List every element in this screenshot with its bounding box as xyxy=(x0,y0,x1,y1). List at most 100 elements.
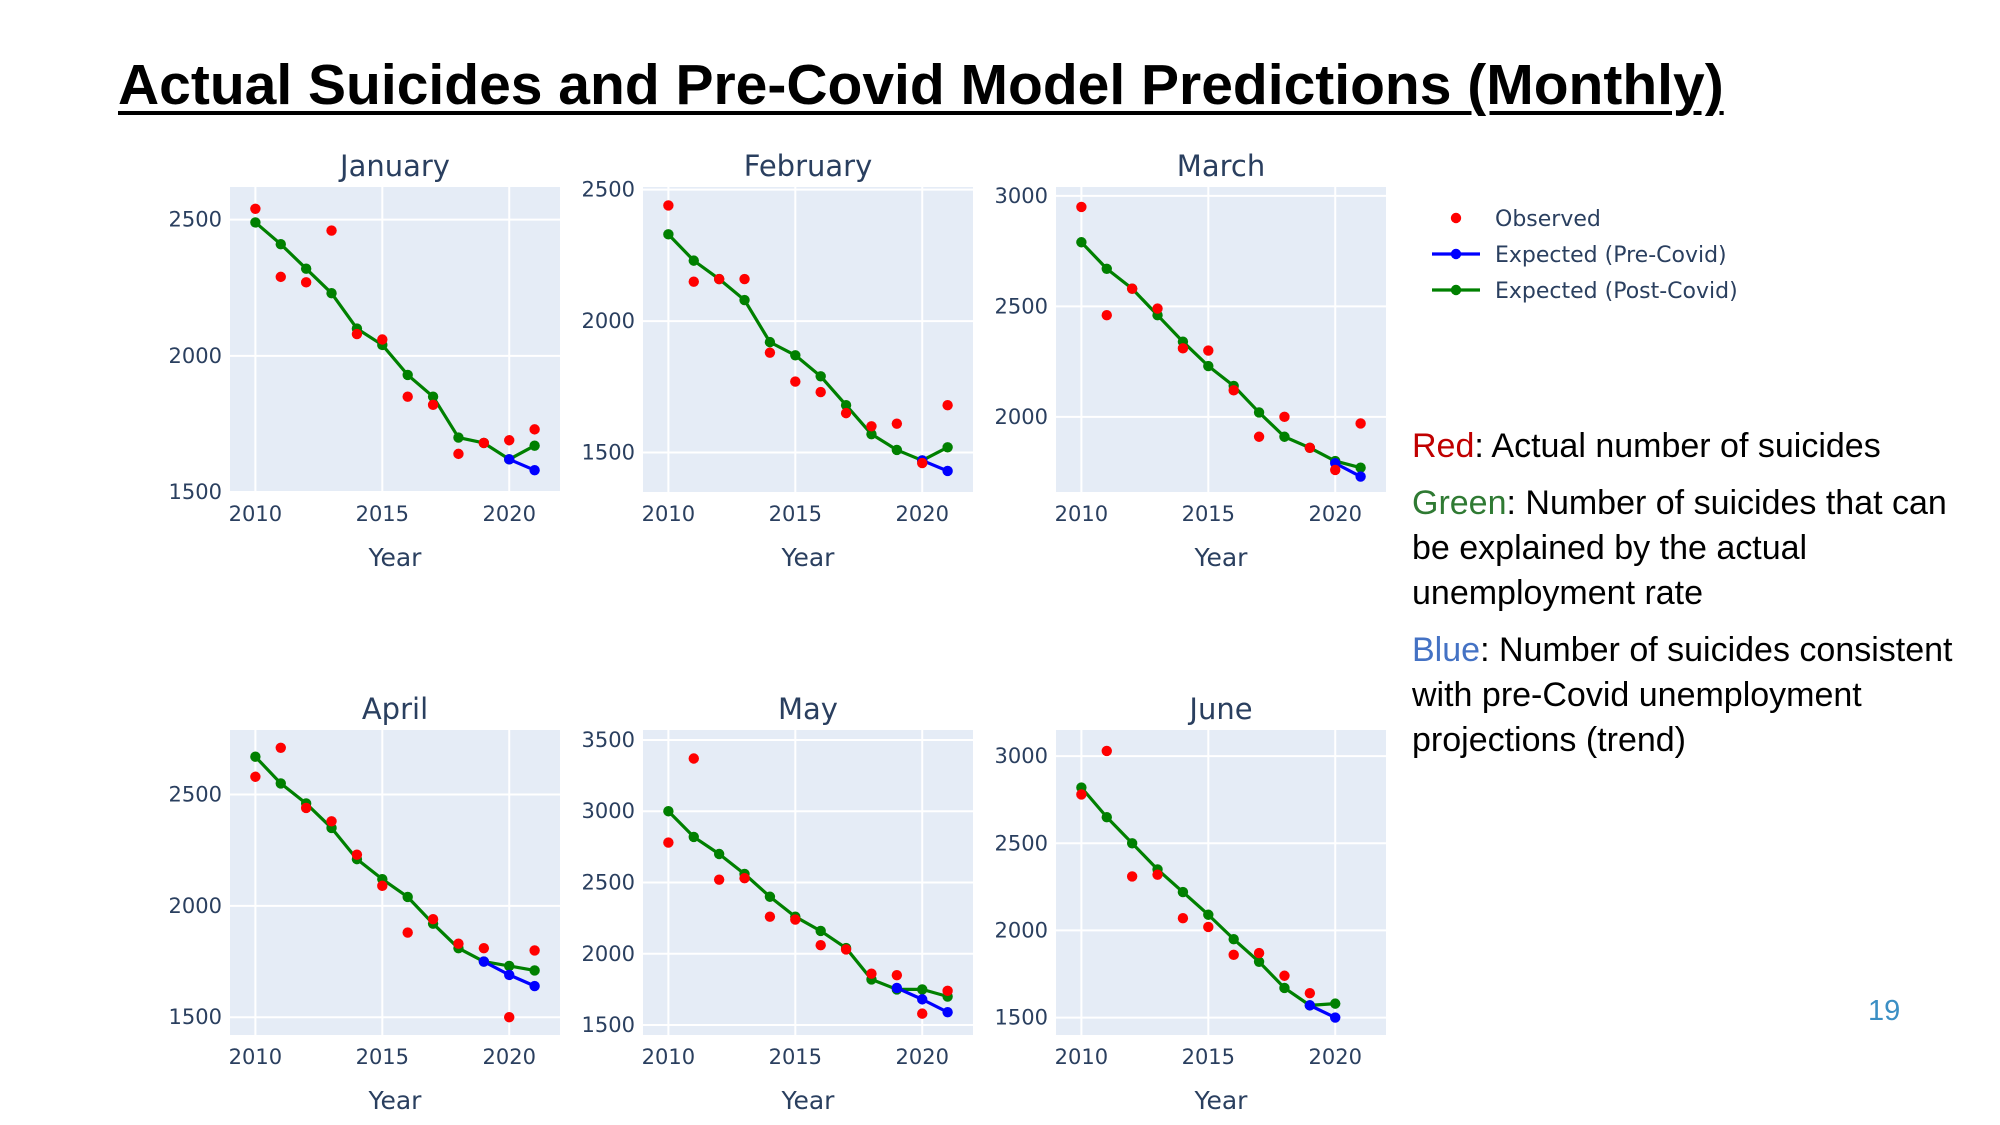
series-expected-pre-covid xyxy=(1304,1000,1341,1023)
data-point xyxy=(891,969,903,981)
legend: Observed Expected (Pre-Covid) Expected (Po… xyxy=(1432,207,1738,304)
subplot-title: March xyxy=(1177,149,1265,183)
y-tick-label: 1500 xyxy=(169,1005,222,1029)
data-point xyxy=(917,984,928,995)
data-point xyxy=(1253,407,1265,418)
data-point xyxy=(1101,309,1112,321)
y-tick-label: 2000 xyxy=(169,894,222,918)
x-tick-label: 2015 xyxy=(769,502,822,526)
data-point xyxy=(1330,998,1341,1009)
data-point xyxy=(764,911,776,922)
data-point xyxy=(866,968,877,979)
subplot-title: June xyxy=(1187,692,1252,726)
data-point xyxy=(663,806,674,817)
data-point xyxy=(453,938,464,949)
subplot-june: 2010 2015 2020 1500 2000 2500 3000 June Year xyxy=(995,692,1386,1115)
color-key-notes: Red: Actual number of suicides Green: Num… xyxy=(1412,424,1992,775)
data-point xyxy=(529,465,540,476)
data-point xyxy=(504,1011,515,1023)
data-point xyxy=(713,848,725,860)
y-tick-label: 1500 xyxy=(582,1013,635,1037)
y-tick-label: 1500 xyxy=(169,480,222,504)
data-point xyxy=(402,891,413,903)
y-tick-label: 3500 xyxy=(582,728,635,752)
series-expected-pre-covid xyxy=(478,956,540,992)
x-tick-label: 2020 xyxy=(1309,1045,1362,1069)
data-point xyxy=(739,873,750,884)
plot-area xyxy=(1056,187,1386,492)
note-text: : Actual number of suicides xyxy=(1474,427,1881,465)
data-point xyxy=(453,432,464,443)
data-point xyxy=(917,994,928,1005)
data-point xyxy=(866,428,877,440)
series-observed xyxy=(250,203,540,460)
note-text: : Number of suicides consistent with pre… xyxy=(1412,631,1953,759)
data-point xyxy=(663,200,674,211)
data-point xyxy=(942,400,953,411)
data-point xyxy=(663,229,674,240)
x-tick-label: 2020 xyxy=(483,1045,536,1069)
legend-marker xyxy=(1450,212,1462,224)
data-point xyxy=(1279,970,1290,981)
series-observed xyxy=(1076,745,1316,999)
note-green: Green: Number of suicides that can be ex… xyxy=(1412,481,1992,616)
y-tick-label: 2000 xyxy=(582,309,635,333)
plot-area xyxy=(230,730,560,1035)
subplot-april: 2010 2015 2020 1500 2000 2500 April Year xyxy=(169,692,560,1115)
data-point xyxy=(504,454,515,465)
data-point xyxy=(1253,956,1265,967)
series-observed xyxy=(250,742,540,1023)
data-point xyxy=(275,742,286,754)
data-point xyxy=(1253,431,1265,442)
note-blue: Blue: Number of suicides consistent with… xyxy=(1412,628,1992,763)
data-point xyxy=(942,465,953,477)
data-point xyxy=(250,203,261,214)
data-point xyxy=(250,217,261,228)
data-point xyxy=(275,778,286,789)
data-point xyxy=(840,407,852,419)
x-tick-label: 2010 xyxy=(229,1045,282,1069)
y-tick-label: 3000 xyxy=(995,744,1048,768)
data-point xyxy=(1355,471,1366,482)
data-point xyxy=(1152,869,1163,880)
x-tick-label: 2010 xyxy=(1055,502,1108,526)
data-point xyxy=(790,376,801,387)
data-point xyxy=(529,945,540,956)
x-axis-title: Year xyxy=(781,1086,836,1115)
y-tick-label: 2500 xyxy=(582,871,635,895)
plot-area xyxy=(230,187,560,492)
data-point xyxy=(891,982,903,994)
y-tick-label: 3000 xyxy=(995,184,1048,208)
x-axis-title: Year xyxy=(1194,1086,1249,1115)
data-point xyxy=(1101,745,1112,757)
legend-marker xyxy=(1450,248,1462,260)
data-point xyxy=(504,969,515,981)
data-point xyxy=(764,891,776,902)
data-point xyxy=(1228,933,1239,945)
data-point xyxy=(713,874,725,885)
legend-item: Expected (Pre-Covid) xyxy=(1432,243,1727,268)
data-point xyxy=(942,985,953,997)
data-point xyxy=(1355,462,1366,473)
slide-title: Actual Suicides and Pre-Covid Model Pred… xyxy=(118,53,1724,117)
series-observed xyxy=(663,200,953,469)
data-point xyxy=(840,400,852,411)
series-observed xyxy=(663,753,953,1019)
data-point xyxy=(815,371,826,382)
data-point xyxy=(815,940,826,951)
y-tick-label: 2500 xyxy=(995,831,1048,855)
data-point xyxy=(891,444,903,456)
note-color-word: Green xyxy=(1412,484,1507,522)
subplot-march: 2010 2015 2020 2000 2500 3000 March Year xyxy=(995,149,1386,572)
y-tick-label: 2000 xyxy=(169,344,222,368)
data-point xyxy=(790,350,801,361)
y-tick-label: 3000 xyxy=(582,799,635,823)
data-point xyxy=(326,288,337,299)
data-point xyxy=(1355,418,1366,429)
data-point xyxy=(529,440,540,451)
data-point xyxy=(250,751,261,762)
data-point xyxy=(739,273,750,285)
legend-label: Expected (Pre-Covid) xyxy=(1495,243,1727,268)
data-point xyxy=(1177,343,1189,354)
